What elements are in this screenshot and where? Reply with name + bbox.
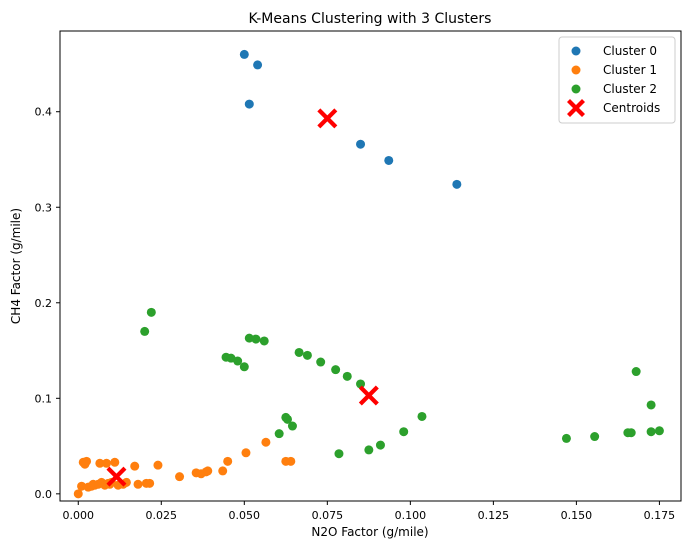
data-point xyxy=(244,333,254,343)
y-tick-label: 0.2 xyxy=(35,297,53,310)
data-point xyxy=(334,449,344,459)
data-point xyxy=(331,365,341,375)
plot-area xyxy=(73,49,664,499)
legend-marker xyxy=(571,65,581,75)
data-point xyxy=(253,60,263,70)
data-point xyxy=(417,411,427,421)
data-point xyxy=(82,456,92,466)
data-point xyxy=(646,427,656,437)
x-axis-ticks: 0.000 0.025 0.050 0.075 0.100 0.125 0.150 0.175 xyxy=(63,501,676,522)
x-axis-label: N2O Factor (g/mile) xyxy=(311,525,428,539)
data-point xyxy=(646,400,656,410)
y-axis-label: CH4 Factor (g/mile) xyxy=(9,208,23,324)
data-point xyxy=(282,414,292,424)
data-point xyxy=(294,347,304,357)
data-point xyxy=(287,421,297,431)
y-tick-label: 0.0 xyxy=(35,488,53,501)
legend: Cluster 0 Cluster 1 Cluster 2 Centroids xyxy=(558,36,676,124)
x-tick-label: 0.025 xyxy=(146,509,178,522)
data-point xyxy=(239,362,249,372)
data-point xyxy=(153,460,163,470)
series-1 xyxy=(73,437,296,499)
series-0 xyxy=(239,49,462,189)
data-point xyxy=(375,440,385,450)
data-point xyxy=(241,448,251,458)
x-tick-label: 0.050 xyxy=(229,509,261,522)
data-point xyxy=(203,466,213,476)
y-tick-label: 0.4 xyxy=(35,106,53,119)
data-point xyxy=(77,481,87,491)
legend-box xyxy=(558,36,676,124)
data-point xyxy=(218,466,228,476)
data-point xyxy=(244,99,254,109)
data-point xyxy=(261,437,271,447)
series-3 xyxy=(106,108,379,487)
x-tick-label: 0.125 xyxy=(478,509,510,522)
data-point xyxy=(233,356,243,366)
data-point xyxy=(133,479,143,489)
data-point xyxy=(654,426,664,436)
data-point xyxy=(259,336,269,346)
centroid-marker xyxy=(317,108,338,129)
data-point xyxy=(95,458,105,468)
legend-marker xyxy=(567,99,585,117)
data-point xyxy=(274,429,284,439)
data-point xyxy=(145,478,155,488)
legend-label: Centroids xyxy=(603,101,660,115)
data-point xyxy=(356,139,366,149)
data-point xyxy=(302,350,312,360)
legend-marker xyxy=(571,46,581,56)
data-point xyxy=(626,428,636,438)
data-point xyxy=(239,49,249,59)
data-point xyxy=(452,179,462,189)
data-point xyxy=(342,371,352,381)
plot-frame xyxy=(59,30,682,502)
centroid-marker xyxy=(358,385,379,406)
data-point xyxy=(356,379,366,389)
data-point xyxy=(73,489,83,499)
data-point xyxy=(223,456,233,466)
chart-title: K-Means Clustering with 3 Clusters xyxy=(249,11,492,27)
y-tick-label: 0.1 xyxy=(35,392,53,405)
data-point xyxy=(251,334,261,344)
x-tick-label: 0.100 xyxy=(395,509,427,522)
data-point xyxy=(399,427,409,437)
data-point xyxy=(130,461,140,471)
legend-label: Cluster 1 xyxy=(603,63,657,77)
centroid-marker xyxy=(106,466,127,487)
x-tick-label: 0.000 xyxy=(63,509,95,522)
data-point xyxy=(286,456,296,466)
legend-marker xyxy=(571,84,581,94)
legend-label: Cluster 0 xyxy=(603,44,657,58)
data-point xyxy=(631,367,641,377)
series-2 xyxy=(140,307,664,459)
data-point xyxy=(561,433,571,443)
x-tick-label: 0.175 xyxy=(644,509,676,522)
y-tick-label: 0.3 xyxy=(35,201,53,214)
data-point xyxy=(140,326,150,336)
data-point xyxy=(364,445,374,455)
legend-label: Cluster 2 xyxy=(603,82,657,96)
data-point xyxy=(146,307,156,317)
x-tick-label: 0.075 xyxy=(312,509,344,522)
data-point xyxy=(110,457,120,467)
data-point xyxy=(101,458,111,468)
data-point xyxy=(384,155,394,165)
data-point xyxy=(316,357,326,367)
data-point xyxy=(175,472,185,482)
y-axis-ticks: 0.0 0.1 0.2 0.3 0.4 xyxy=(35,106,60,501)
x-tick-label: 0.150 xyxy=(561,509,593,522)
data-point xyxy=(590,432,600,442)
